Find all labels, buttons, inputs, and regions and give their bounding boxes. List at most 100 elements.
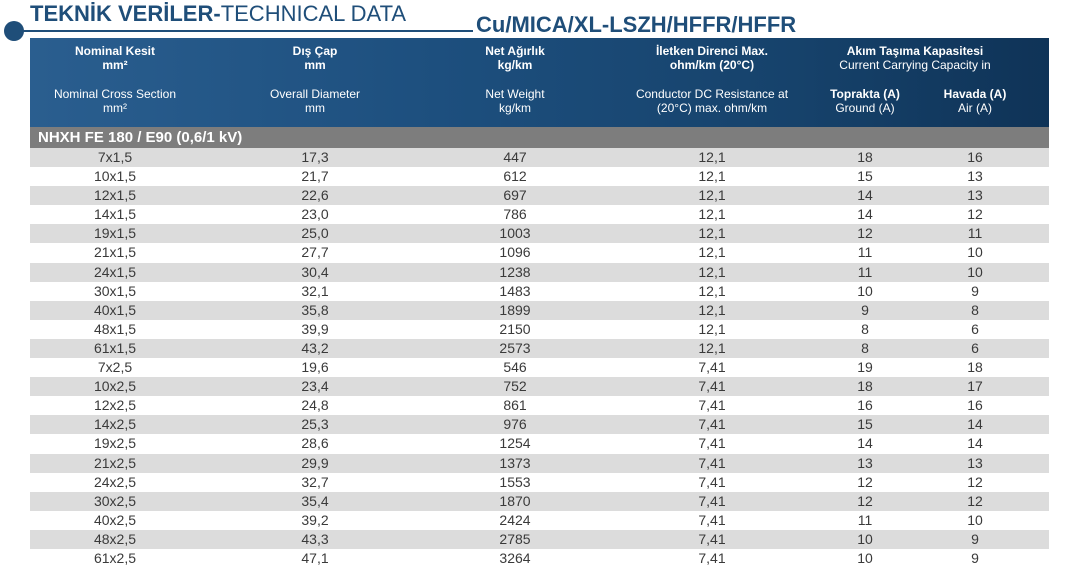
cell-air: 18 bbox=[967, 359, 983, 376]
cell-air: 16 bbox=[967, 397, 983, 414]
header-air-tr: Havada (A) bbox=[943, 87, 1007, 101]
cell-cross-section: 19x1,5 bbox=[93, 225, 137, 242]
cell-cross-section: 12x1,5 bbox=[93, 187, 137, 204]
table-row: 10x1,5 21,7 612 12,1 15 13 bbox=[30, 167, 1049, 187]
cell-weight: 612 bbox=[503, 168, 527, 185]
cell-resistance: 12,1 bbox=[698, 301, 726, 318]
table-row: 40x1,5 35,8 1899 12,1 9 8 bbox=[30, 300, 1049, 320]
cell-air: 10 bbox=[967, 244, 983, 261]
table-row: 14x2,5 25,3 976 7,41 15 14 bbox=[30, 415, 1049, 435]
cell-resistance: 12,1 bbox=[698, 263, 726, 280]
cell-diameter: 22,6 bbox=[301, 187, 329, 204]
cell-diameter: 29,9 bbox=[301, 454, 329, 471]
cell-resistance: 7,41 bbox=[698, 378, 726, 395]
cell-air: 12 bbox=[967, 473, 983, 490]
cell-weight: 1899 bbox=[499, 301, 531, 318]
header-tr-line2: ohm/km (20°C) bbox=[669, 58, 755, 72]
cell-resistance: 12,1 bbox=[698, 225, 726, 242]
cell-ground: 18 bbox=[857, 149, 873, 165]
cell-ground: 10 bbox=[857, 549, 873, 566]
cell-ground: 12 bbox=[857, 473, 873, 490]
header-current-capacity: Akım Taşıma Kapasitesi Current Carrying … bbox=[805, 44, 1025, 124]
technical-data-table: Nominal Kesit mm² Nominal Cross Section … bbox=[30, 38, 1049, 569]
cell-weight: 1553 bbox=[499, 473, 531, 490]
cell-cross-section: 40x2,5 bbox=[93, 511, 137, 528]
table-row: 10x2,5 23,4 752 7,41 18 17 bbox=[30, 377, 1049, 397]
cell-resistance: 12,1 bbox=[698, 244, 726, 261]
table-row: 48x1,5 39,9 2150 12,1 8 6 bbox=[30, 319, 1049, 339]
cell-diameter: 24,8 bbox=[301, 397, 329, 414]
table-row: 21x2,5 29,9 1373 7,41 13 13 bbox=[30, 453, 1049, 473]
cell-resistance: 7,41 bbox=[698, 473, 726, 490]
cell-cross-section: 61x1,5 bbox=[93, 339, 137, 356]
table-row: 24x2,5 32,7 1553 7,41 12 12 bbox=[30, 472, 1049, 492]
cell-ground: 18 bbox=[857, 378, 873, 395]
cell-diameter: 39,2 bbox=[301, 511, 329, 528]
bullet-dot-icon bbox=[4, 21, 24, 41]
cell-cross-section: 12x2,5 bbox=[93, 397, 137, 414]
table-row: 30x1,5 32,1 1483 12,1 10 9 bbox=[30, 281, 1049, 301]
cell-weight: 1238 bbox=[499, 263, 531, 280]
table-row: 19x1,5 25,0 1003 12,1 12 11 bbox=[30, 224, 1049, 244]
cell-ground: 9 bbox=[861, 301, 869, 318]
cell-diameter: 39,9 bbox=[301, 320, 329, 337]
cell-resistance: 7,41 bbox=[698, 530, 726, 547]
cell-cross-section: 10x1,5 bbox=[93, 168, 137, 185]
table-row: 61x1,5 43,2 2573 12,1 8 6 bbox=[30, 338, 1049, 359]
cell-diameter: 35,4 bbox=[301, 492, 329, 509]
cell-air: 13 bbox=[967, 454, 983, 471]
header-en: Conductor DC Resistance at (20°C) max. o… bbox=[622, 87, 802, 115]
cell-air: 10 bbox=[967, 511, 983, 528]
title-bold: TEKNİK VERİLER- bbox=[30, 1, 221, 26]
header-tr-line2: mm bbox=[304, 58, 326, 72]
header-capacity-tr: Akım Taşıma Kapasitesi bbox=[846, 44, 984, 58]
cell-cross-section: 21x1,5 bbox=[93, 244, 137, 261]
cell-diameter: 35,8 bbox=[301, 301, 329, 318]
cell-ground: 19 bbox=[857, 359, 873, 376]
cell-weight: 2424 bbox=[499, 511, 531, 528]
cell-diameter: 23,0 bbox=[301, 206, 329, 223]
cell-ground: 15 bbox=[857, 416, 873, 433]
cell-cross-section: 48x1,5 bbox=[93, 320, 137, 337]
cell-weight: 1254 bbox=[499, 435, 531, 452]
cell-resistance: 12,1 bbox=[698, 282, 726, 299]
cell-resistance: 7,41 bbox=[698, 454, 726, 471]
cell-air: 11 bbox=[967, 225, 983, 242]
cell-weight: 697 bbox=[503, 187, 527, 204]
table-body: 7x1,5 17,3 447 12,1 18 16 10x1,5 21,7 612 12,1 15 1… bbox=[30, 148, 1049, 569]
cell-ground: 11 bbox=[857, 244, 873, 261]
cell-resistance: 7,41 bbox=[698, 549, 726, 566]
header-en-line1: Overall Diameter bbox=[269, 87, 361, 101]
cell-weight: 861 bbox=[503, 397, 527, 414]
title-underline bbox=[18, 30, 473, 32]
cell-diameter: 28,6 bbox=[301, 435, 329, 452]
header-en: Overall Diameter mm bbox=[240, 87, 390, 115]
cell-air: 8 bbox=[971, 301, 979, 318]
header-en-line2: mm² bbox=[103, 101, 127, 115]
cell-cross-section: 10x2,5 bbox=[93, 378, 137, 395]
table-row: 14x1,5 23,0 786 12,1 14 12 bbox=[30, 205, 1049, 225]
cell-weight: 1870 bbox=[499, 492, 531, 509]
cell-resistance: 12,1 bbox=[698, 149, 726, 165]
cell-cross-section: 30x1,5 bbox=[93, 282, 137, 299]
cell-air: 6 bbox=[971, 339, 979, 356]
cell-resistance: 12,1 bbox=[698, 206, 726, 223]
cell-diameter: 32,1 bbox=[301, 282, 329, 299]
cell-air: 13 bbox=[967, 187, 983, 204]
cell-ground: 11 bbox=[857, 263, 873, 280]
header-en-line2: mm bbox=[305, 101, 325, 115]
cell-diameter: 32,7 bbox=[301, 473, 329, 490]
table-row: 19x2,5 28,6 1254 7,41 14 14 bbox=[30, 434, 1049, 454]
cell-cross-section: 7x2,5 bbox=[97, 359, 133, 376]
table-row: 21x1,5 27,7 1096 12,1 11 10 bbox=[30, 243, 1049, 263]
cell-diameter: 25,3 bbox=[301, 416, 329, 433]
cell-air: 10 bbox=[967, 263, 983, 280]
cell-cross-section: 21x2,5 bbox=[93, 454, 137, 471]
table-row: 12x2,5 24,8 861 7,41 16 16 bbox=[30, 396, 1049, 416]
cell-ground: 12 bbox=[857, 225, 873, 242]
cell-air: 17 bbox=[967, 378, 983, 395]
table-row: 40x2,5 39,2 2424 7,41 11 10 bbox=[30, 510, 1049, 530]
cell-ground: 16 bbox=[857, 397, 873, 414]
cell-weight: 1003 bbox=[499, 225, 531, 242]
cell-ground: 10 bbox=[857, 282, 873, 299]
